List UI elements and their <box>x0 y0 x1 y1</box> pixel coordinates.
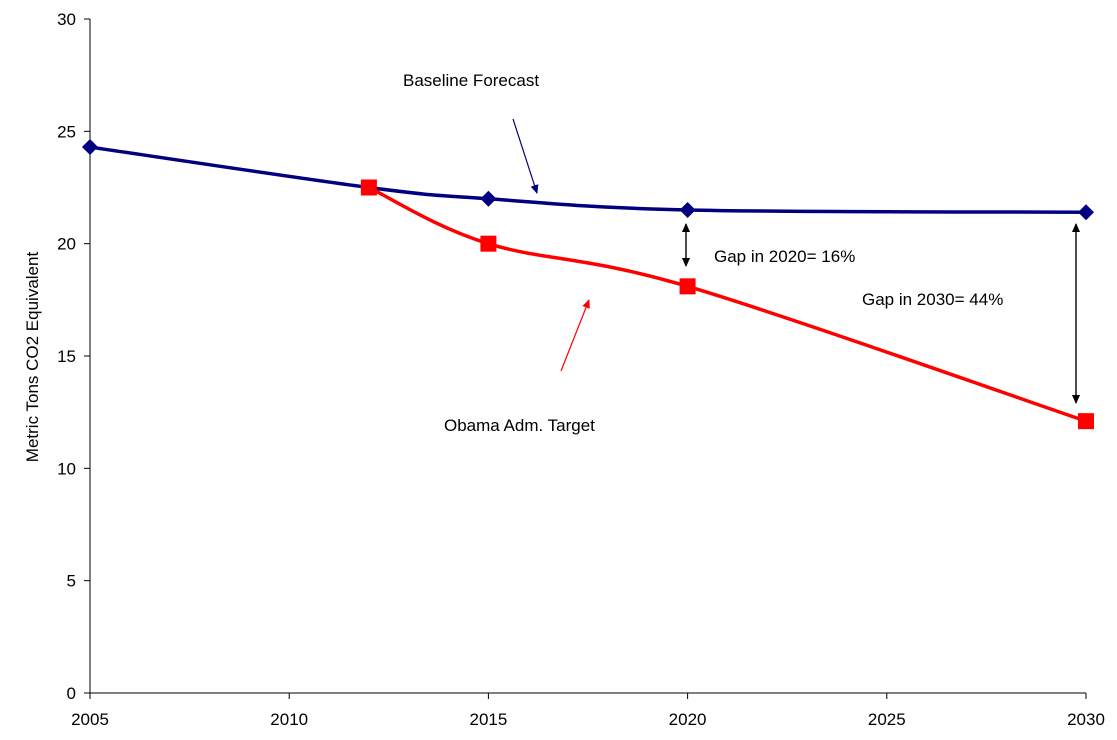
y-tick-label: 0 <box>67 684 76 703</box>
data-point-diamond <box>480 190 497 207</box>
y-axis-title: Metric Tons CO2 Equivalent <box>23 252 42 463</box>
x-tick-label: 2020 <box>669 710 707 729</box>
target-callout-arrow <box>560 299 590 372</box>
data-point-diamond <box>1078 204 1094 221</box>
x-tick-label: 2010 <box>270 710 308 729</box>
annotation-baseline-forecast: Baseline Forecast <box>403 71 539 90</box>
x-tick-label: 2015 <box>469 710 507 729</box>
series-line <box>89 145 1087 214</box>
series-target <box>360 179 1094 430</box>
y-axis-ticks: 0 5 10 15 20 25 30 <box>57 10 90 703</box>
data-point-square <box>679 278 696 295</box>
x-axis-ticks: 2005 2010 2015 2020 2025 2030 <box>71 693 1105 729</box>
x-tick-label: 2030 <box>1067 710 1105 729</box>
y-tick-label: 25 <box>57 122 76 141</box>
annotation-gap-2020: Gap in 2020= 16% <box>714 247 855 266</box>
data-point-square <box>360 179 377 196</box>
series-line <box>368 185 1087 423</box>
y-tick-label: 20 <box>57 235 76 254</box>
series-baseline <box>82 139 1094 221</box>
y-tick-label: 15 <box>57 347 76 366</box>
data-point-square <box>480 235 497 252</box>
y-tick-label: 30 <box>57 10 76 29</box>
series-layer <box>82 139 1094 430</box>
data-point-square <box>1078 413 1094 430</box>
x-tick-label: 2005 <box>71 710 109 729</box>
annotation-gap-2030: Gap in 2030= 44% <box>862 290 1003 309</box>
data-point-diamond <box>82 139 98 156</box>
y-tick-label: 10 <box>57 459 76 478</box>
annotation-obama-target: Obama Adm. Target <box>444 416 595 435</box>
baseline-callout-arrow <box>512 118 539 194</box>
axes <box>89 19 1086 694</box>
y-tick-label: 5 <box>67 572 76 591</box>
x-tick-label: 2025 <box>868 710 906 729</box>
data-point-diamond <box>679 201 696 218</box>
